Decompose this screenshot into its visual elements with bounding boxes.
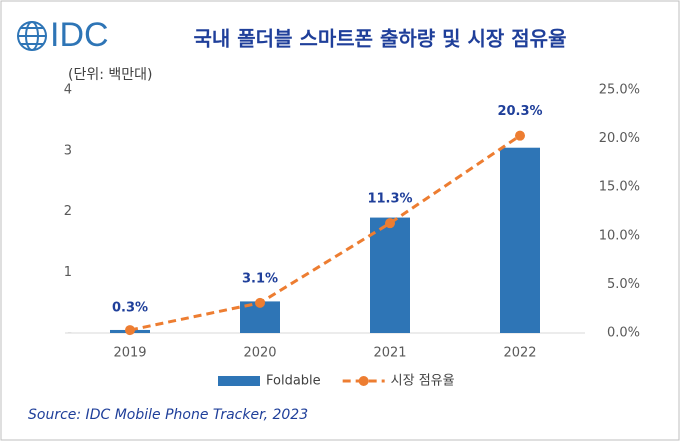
y-tick-label: 2 [64, 204, 72, 219]
x-tick-label: 2019 [113, 346, 146, 361]
data-label: 20.3% [497, 104, 542, 119]
legend-swatch [218, 376, 260, 386]
y2-tick-label: 25.0% [599, 83, 640, 98]
share-point [515, 130, 525, 141]
x-tick-label: 2021 [373, 346, 406, 361]
legend-label: 시장 점유율 [391, 374, 455, 389]
y2-tick-label: 10.0% [599, 228, 640, 243]
y-tick-label: 3 [64, 143, 72, 158]
share-point [385, 218, 395, 229]
y2-tick-label: 5.0% [607, 277, 640, 292]
data-label: 3.1% [242, 271, 278, 286]
legend-label: Foldable [266, 374, 321, 389]
legend-swatch [358, 376, 369, 386]
data-label: 11.3% [367, 192, 412, 207]
data-label: 0.3% [112, 301, 148, 316]
share-line [129, 134, 521, 332]
y-tick-label: 1 [64, 265, 72, 280]
share-point [255, 297, 265, 308]
bar [370, 217, 410, 333]
y2-tick-label: 15.0% [599, 180, 640, 195]
logo: IDC [50, 16, 109, 54]
x-tick-label: 2020 [243, 346, 276, 361]
share-point [125, 325, 135, 336]
y2-tick-label: 20.0% [599, 131, 640, 146]
y-tick-label: 4 [64, 83, 72, 98]
y2-tick-label: 0.0% [607, 326, 640, 341]
bar [500, 147, 540, 333]
chart-title: 국내 폴더블 스마트폰 출하량 및 시장 점유율 [194, 27, 567, 51]
source: Source: IDC Mobile Phone Tracker, 2023 [28, 407, 308, 423]
unit-label: (단위: 백만대) [68, 67, 153, 83]
x-tick-label: 2022 [503, 346, 536, 361]
logo-icon [17, 21, 47, 51]
